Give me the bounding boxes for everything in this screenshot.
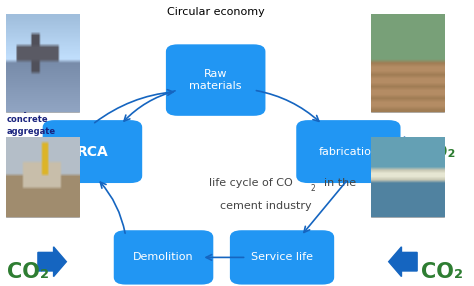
Text: CO₂: CO₂ — [421, 262, 463, 282]
FancyBboxPatch shape — [166, 44, 265, 116]
FancyBboxPatch shape — [371, 14, 444, 112]
FancyBboxPatch shape — [296, 120, 401, 183]
Text: CO₂: CO₂ — [419, 143, 456, 160]
Text: demolition: demolition — [24, 174, 61, 180]
FancyBboxPatch shape — [371, 137, 444, 217]
FancyBboxPatch shape — [6, 137, 79, 217]
Text: in the: in the — [317, 178, 356, 188]
Text: cement industry: cement industry — [220, 201, 312, 211]
Text: Circular economy: Circular economy — [167, 7, 264, 17]
Text: bridge: bridge — [32, 60, 54, 66]
Text: aerial: aerial — [398, 174, 418, 180]
FancyArrow shape — [38, 247, 66, 277]
Text: 2: 2 — [310, 184, 315, 193]
Text: RCA: RCA — [77, 145, 108, 158]
Text: Raw
materials: Raw materials — [190, 69, 242, 91]
Text: fabrication: fabrication — [319, 147, 378, 156]
Text: Recycled
concrete
aggregate
(RCA): Recycled concrete aggregate (RCA) — [6, 104, 55, 148]
Text: CO₂: CO₂ — [7, 262, 49, 282]
FancyArrow shape — [389, 137, 417, 166]
FancyBboxPatch shape — [6, 14, 79, 112]
FancyBboxPatch shape — [43, 120, 142, 183]
Text: quarry: quarry — [396, 60, 419, 66]
Text: Demolition: Demolition — [133, 253, 194, 262]
Text: Service life: Service life — [251, 253, 313, 262]
FancyBboxPatch shape — [230, 230, 334, 285]
FancyArrow shape — [389, 247, 417, 277]
FancyBboxPatch shape — [114, 230, 213, 285]
Text: life cycle of CO: life cycle of CO — [209, 178, 292, 188]
